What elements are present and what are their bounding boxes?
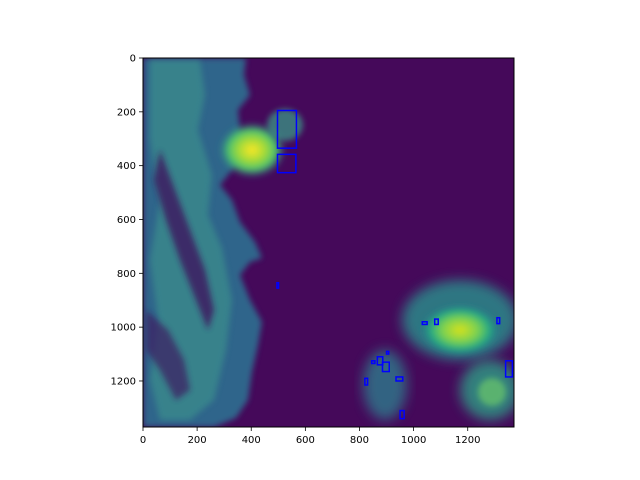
- x-tick-label: 1200: [455, 435, 480, 446]
- overlay-box: [385, 350, 390, 355]
- bright-cloud-north: [218, 122, 286, 178]
- axes-frame: [142, 57, 515, 428]
- overlay-box: [399, 409, 405, 420]
- x-tick-label: 600: [296, 435, 315, 446]
- overlay-box: [421, 321, 428, 326]
- overlay-box: [496, 316, 501, 325]
- y-tick-label: 400: [117, 161, 136, 172]
- cloud-cluster-se-core: [478, 378, 506, 406]
- x-tick-label: 0: [140, 435, 146, 446]
- y-axis: 0 200 400 600 800 1000 1200: [111, 54, 143, 387]
- x-tick-label: 1000: [401, 435, 426, 446]
- y-tick-label: 600: [117, 215, 136, 226]
- cloud-cluster-south: [363, 350, 407, 420]
- overlay-box: [276, 153, 297, 174]
- bright-cloud-north-ext: [267, 109, 303, 141]
- overlay-boxes: [276, 109, 514, 420]
- x-tick-label: 200: [188, 435, 207, 446]
- cloud-cluster-east-core: [420, 304, 500, 356]
- y-tick-label: 800: [117, 269, 136, 280]
- overlay-box: [276, 109, 298, 149]
- y-tick-label: 1000: [111, 323, 136, 334]
- overlay-box: [433, 318, 439, 326]
- x-axis: 0 200 400 600 800 1000 1200: [140, 427, 480, 446]
- overlay-box: [364, 377, 369, 386]
- channel: [154, 150, 214, 330]
- x-tick-label: 800: [350, 435, 369, 446]
- overlay-box: [276, 281, 280, 289]
- overlay-box: [504, 360, 514, 378]
- y-tick-label: 1200: [111, 376, 136, 387]
- y-tick-label: 200: [117, 107, 136, 118]
- y-tick-label: 0: [130, 54, 136, 65]
- overlay-box: [395, 376, 404, 382]
- heatmap-image: [143, 58, 514, 427]
- overlay-box: [376, 356, 384, 366]
- overlay-box: [370, 360, 376, 365]
- x-tick-label: 400: [242, 435, 261, 446]
- overlay-box: [381, 361, 391, 373]
- channel-lower: [146, 310, 190, 400]
